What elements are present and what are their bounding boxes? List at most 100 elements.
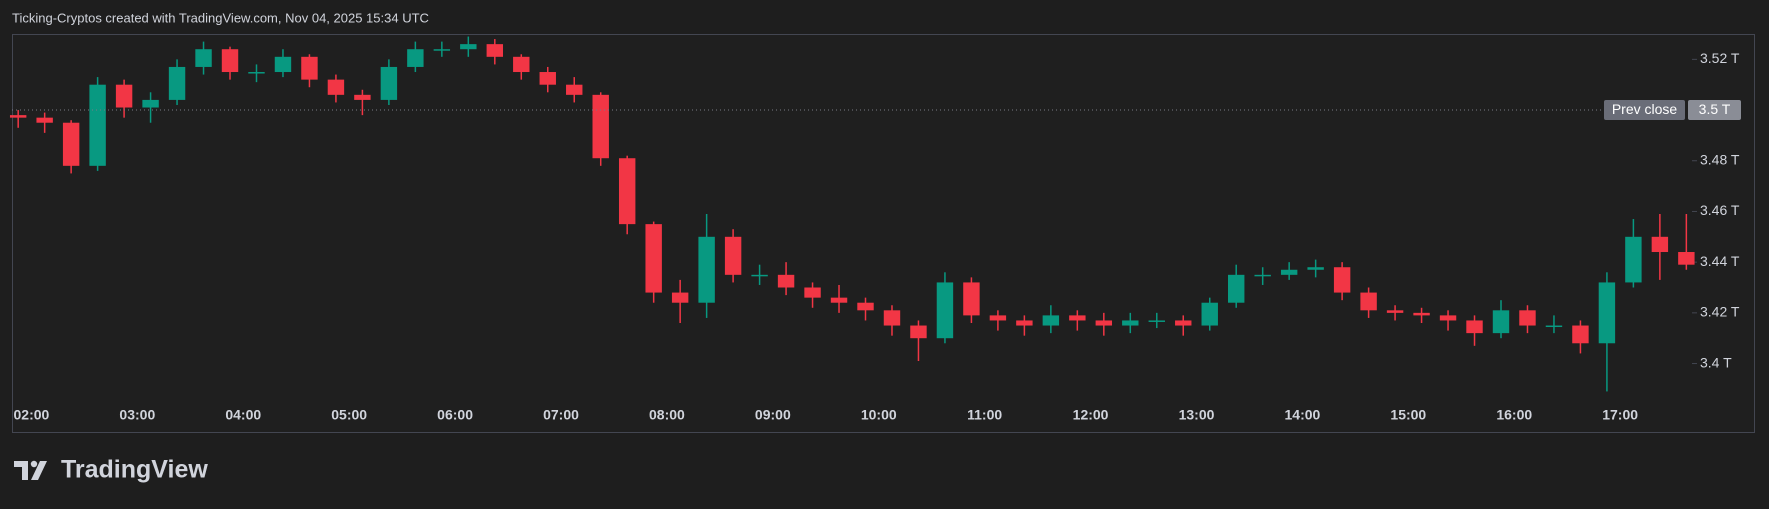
y-tick-label: 3.46 T (1700, 202, 1740, 218)
candle-body (963, 282, 980, 316)
candle-body (354, 94, 371, 100)
candle-body (1201, 302, 1218, 326)
logo-slash (31, 461, 47, 480)
prev-close-name-box (1604, 100, 1685, 121)
x-tick-label: 14:00 (1285, 407, 1321, 423)
candle-body (1492, 310, 1510, 334)
candle-body (407, 49, 424, 67)
candle-body (936, 282, 954, 339)
candle-body (168, 66, 186, 100)
candle-body (1545, 325, 1563, 328)
logo-mark (14, 461, 28, 480)
x-tick-label: 12:00 (1073, 407, 1109, 423)
candle-body (1254, 274, 1271, 277)
candle-body (1175, 320, 1192, 326)
y-tick-label: 3.48 T (1700, 151, 1740, 167)
candle-body (142, 99, 159, 108)
candle-body (1678, 252, 1695, 265)
candle-body (1572, 325, 1589, 344)
candle-body (1386, 310, 1404, 313)
candle-body (618, 158, 636, 225)
x-tick-label: 17:00 (1602, 407, 1638, 423)
candle-body (115, 84, 133, 108)
candle-body (327, 79, 345, 95)
candle-body (1625, 236, 1642, 283)
y-tick-label: 3.42 T (1700, 304, 1740, 320)
candle-body (1307, 267, 1324, 270)
candle-body (1439, 315, 1457, 321)
candle-body (460, 44, 477, 50)
candle-body (645, 224, 662, 293)
y-tick-label: 3.44 T (1700, 253, 1740, 269)
candle-body (1651, 236, 1669, 253)
candle-body (804, 287, 821, 298)
candle-body (1122, 320, 1139, 326)
candle-body (830, 297, 848, 303)
candle-body (989, 315, 1007, 321)
candle-body (1069, 315, 1086, 321)
candle-body (566, 84, 583, 95)
candle-body (62, 122, 80, 166)
y-tick-label: 3.4 T (1700, 354, 1732, 370)
x-tick-label: 15:00 (1390, 407, 1426, 423)
candle-body (883, 310, 901, 326)
candle-body (433, 49, 451, 51)
candle-body (777, 274, 795, 288)
candle-body (724, 236, 742, 275)
candle-body (1333, 267, 1351, 293)
candle-body (274, 56, 292, 73)
candle-body (1042, 315, 1060, 326)
candle-body (248, 72, 265, 74)
candle-body (1413, 312, 1430, 316)
x-tick-label: 06:00 (437, 407, 473, 423)
x-tick-label: 04:00 (225, 407, 261, 423)
candle-body (1519, 310, 1536, 326)
candle-body (698, 236, 715, 303)
x-tick-label: 07:00 (543, 407, 579, 423)
chart-frame (12, 34, 1755, 433)
x-tick-label: 05:00 (331, 407, 367, 423)
candle-body (380, 66, 398, 100)
candle-body (1466, 320, 1483, 334)
candle-body (1148, 320, 1165, 322)
x-tick-label: 10:00 (861, 407, 897, 423)
candle-body (9, 115, 27, 118)
candle-body (751, 274, 768, 277)
candle-body (513, 56, 530, 73)
candle-body (1228, 274, 1245, 303)
candle-body (671, 292, 689, 303)
x-tick-label: 09:00 (755, 407, 791, 423)
candles (9, 36, 1695, 392)
prev-close-value: 3.5 T (1699, 101, 1731, 117)
candle-body (1016, 320, 1033, 326)
candle-body (301, 56, 318, 80)
candle-body (89, 84, 106, 166)
chart-title: Ticking-Cryptos created with TradingView… (12, 10, 429, 25)
x-tick-label: 03:00 (119, 407, 155, 423)
candle-body (195, 49, 212, 67)
candle-body (36, 117, 53, 123)
logo (14, 460, 47, 480)
candle-body (221, 49, 239, 73)
candle-body (1095, 320, 1113, 326)
candle-body (910, 325, 927, 339)
x-tick-label: 16:00 (1496, 407, 1532, 423)
x-tick-label: 08:00 (649, 407, 685, 423)
x-tick-label: 11:00 (967, 407, 1002, 423)
candle-body (1280, 269, 1298, 275)
candle-body (592, 94, 609, 159)
candle-body (857, 302, 874, 311)
prev-close-name: Prev close (1612, 101, 1678, 117)
candle-body (1360, 292, 1377, 311)
x-tick-label: 13:00 (1179, 407, 1215, 423)
candle-body (1598, 282, 1616, 344)
y-tick-label: 3.52 T (1700, 50, 1740, 66)
prev-close-value-box (1688, 100, 1741, 121)
candle-body (539, 72, 556, 85)
x-tick-label: 02:00 (14, 407, 50, 423)
logo-dot (30, 460, 38, 468)
candle-body (486, 44, 504, 57)
watermark: TradingView (61, 456, 208, 484)
